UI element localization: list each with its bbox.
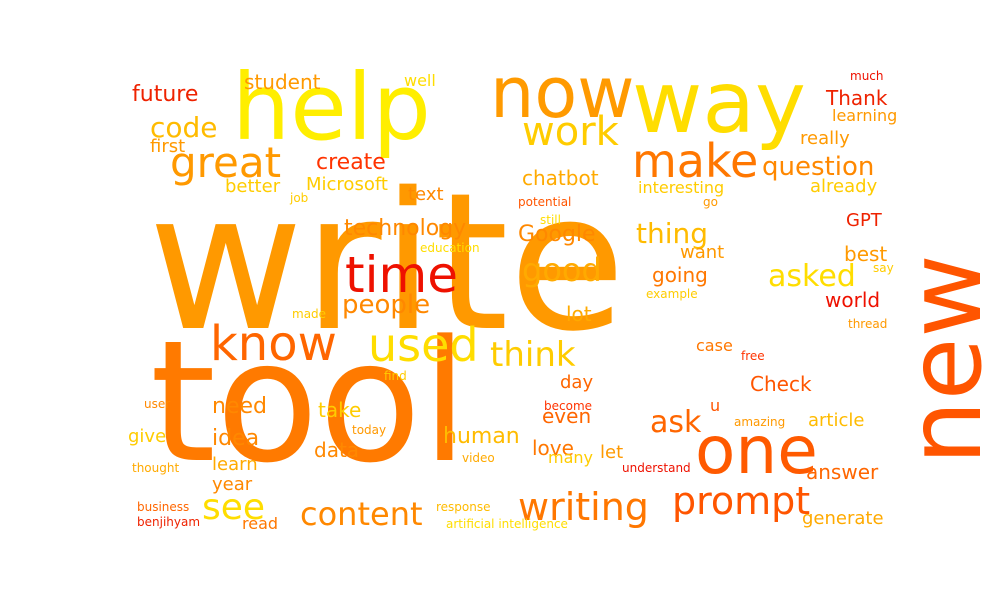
word: way	[632, 53, 806, 153]
word: give	[128, 426, 167, 447]
word: read	[242, 514, 279, 533]
word: Thank	[826, 86, 888, 110]
word: made	[292, 307, 327, 321]
word: interesting	[638, 178, 725, 197]
word: generate	[802, 508, 884, 529]
word: thought	[132, 461, 180, 475]
word: free	[741, 349, 765, 363]
word: chatbot	[522, 166, 599, 190]
word: thing	[636, 217, 709, 250]
word: great	[170, 138, 282, 187]
word: asked	[768, 259, 856, 294]
word: still	[540, 213, 561, 227]
word: article	[808, 410, 865, 431]
word: artificial intelligence	[446, 517, 568, 531]
word: potential	[518, 195, 572, 209]
word: response	[436, 500, 491, 514]
word: really	[800, 128, 850, 149]
word: make	[632, 134, 759, 188]
word: student	[244, 70, 321, 94]
word: day	[560, 372, 594, 393]
word: become	[544, 399, 593, 413]
word: now	[490, 52, 635, 134]
word: lot	[566, 302, 592, 326]
word: even	[542, 404, 592, 428]
word: content	[300, 495, 423, 533]
word: world	[825, 288, 881, 312]
word: data	[314, 438, 360, 462]
word: u	[710, 396, 721, 415]
word: much	[850, 69, 884, 83]
word: year	[212, 474, 253, 495]
word: Microsoft	[306, 174, 388, 195]
word: prompt	[672, 479, 811, 523]
word: going	[652, 263, 708, 287]
word: Check	[750, 372, 812, 396]
word: text	[408, 184, 444, 205]
word: future	[132, 82, 199, 107]
word: used	[368, 318, 479, 372]
word: understand	[622, 461, 691, 475]
word: business	[137, 500, 190, 514]
word: case	[696, 336, 733, 355]
word: learn	[212, 454, 258, 475]
word: see	[202, 487, 266, 528]
word: amazing	[734, 415, 786, 429]
word: know	[210, 316, 337, 372]
word: answer	[806, 460, 879, 484]
word: well	[404, 71, 436, 90]
word: love	[532, 436, 574, 460]
word: GPT	[846, 210, 882, 231]
word: question	[762, 152, 875, 182]
word: Google	[518, 222, 596, 247]
word: think	[490, 335, 576, 375]
word: let	[600, 442, 624, 463]
word: video	[462, 451, 495, 465]
word: good	[522, 251, 602, 289]
word: technology	[344, 216, 467, 241]
word: tool	[150, 304, 469, 500]
word: take	[318, 398, 362, 422]
word: idea	[212, 426, 260, 451]
word: many	[548, 448, 593, 467]
word: already	[810, 176, 878, 197]
word: new	[886, 254, 1000, 465]
word: thread	[848, 317, 888, 331]
word: help	[232, 54, 431, 161]
word: work	[522, 109, 619, 155]
word: go	[703, 195, 718, 209]
word: better	[225, 176, 281, 197]
word: first	[150, 136, 186, 157]
word: create	[316, 150, 386, 175]
word: one	[695, 412, 818, 489]
word: today	[352, 423, 387, 437]
word: learning	[832, 106, 898, 125]
word: write	[148, 152, 626, 373]
word: writing	[518, 485, 649, 529]
word: find	[384, 369, 407, 383]
word: code	[150, 111, 218, 144]
word: example	[646, 287, 698, 301]
word: user	[144, 397, 171, 411]
word: people	[342, 290, 431, 320]
word: education	[420, 241, 480, 255]
word: want	[680, 242, 725, 263]
word: need	[212, 394, 267, 419]
word: benjihyam	[137, 515, 201, 529]
word: ask	[650, 405, 702, 440]
word: time	[345, 246, 458, 304]
word: job	[290, 191, 309, 205]
word: human	[443, 424, 520, 449]
word: say	[873, 261, 894, 275]
word: best	[844, 242, 888, 266]
